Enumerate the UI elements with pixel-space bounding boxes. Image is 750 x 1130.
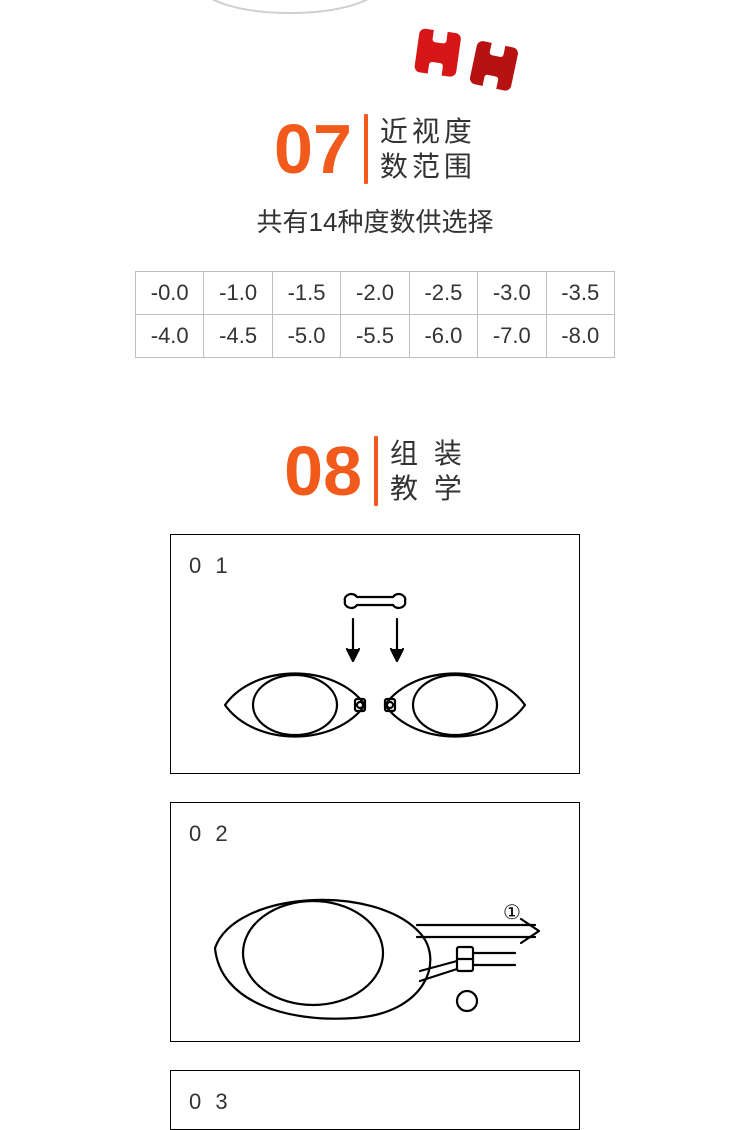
section-07-heading: 07 近视度 数范围 bbox=[0, 114, 750, 184]
diopter-cell: -4.0 bbox=[136, 315, 204, 358]
arrow-label: ① bbox=[503, 902, 521, 924]
table-row: -0.0 -1.0 -1.5 -2.0 -2.5 -3.0 -3.5 bbox=[136, 272, 615, 315]
section-07-title-line2: 数范围 bbox=[380, 149, 476, 184]
diopter-cell: -0.0 bbox=[136, 272, 204, 315]
heading-divider bbox=[374, 436, 378, 506]
diopter-cell: -1.5 bbox=[272, 272, 340, 315]
diopter-cell: -4.5 bbox=[204, 315, 272, 358]
section-08-title-line1: 组 装 bbox=[390, 436, 466, 471]
step-01-diagram bbox=[195, 585, 555, 765]
diopter-cell: -2.0 bbox=[341, 272, 409, 315]
product-clips-image bbox=[0, 0, 750, 100]
step-label: 0 2 bbox=[189, 821, 561, 847]
assembly-step-03: 0 3 bbox=[170, 1070, 580, 1130]
diopter-cell: -3.0 bbox=[478, 272, 546, 315]
diopter-cell: -3.5 bbox=[546, 272, 614, 315]
assembly-step-02: 0 2 ① bbox=[170, 802, 580, 1042]
section-07-subtitle: 共有14种度数供选择 bbox=[0, 202, 750, 239]
step-label: 0 1 bbox=[189, 553, 561, 579]
section-08-heading: 08 组 装 教 学 bbox=[0, 436, 750, 506]
diopter-cell: -7.0 bbox=[478, 315, 546, 358]
heading-divider bbox=[364, 114, 368, 184]
step-label: 0 3 bbox=[189, 1089, 561, 1115]
diopter-cell: -6.0 bbox=[409, 315, 477, 358]
diopter-cell: -1.0 bbox=[204, 272, 272, 315]
assembly-step-01: 0 1 bbox=[170, 534, 580, 774]
section-08-number: 08 bbox=[284, 436, 362, 506]
diopter-cell: -5.5 bbox=[341, 315, 409, 358]
table-row: -4.0 -4.5 -5.0 -5.5 -6.0 -7.0 -8.0 bbox=[136, 315, 615, 358]
section-07-title: 近视度 数范围 bbox=[380, 114, 476, 184]
diopter-cell: -5.0 bbox=[272, 315, 340, 358]
diopter-cell: -2.5 bbox=[409, 272, 477, 315]
section-07-title-line1: 近视度 bbox=[380, 114, 476, 149]
section-08-title-line2: 教 学 bbox=[390, 471, 466, 506]
diopter-table: -0.0 -1.0 -1.5 -2.0 -2.5 -3.0 -3.5 -4.0 … bbox=[135, 271, 615, 358]
diopter-cell: -8.0 bbox=[546, 315, 614, 358]
step-02-diagram: ① bbox=[195, 853, 555, 1043]
section-08-title: 组 装 教 学 bbox=[390, 436, 466, 506]
section-07-number: 07 bbox=[274, 114, 352, 184]
